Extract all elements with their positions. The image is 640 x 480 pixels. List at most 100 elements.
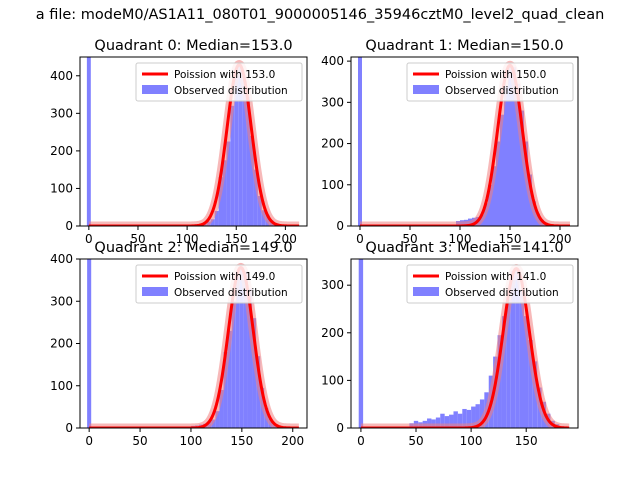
histogram-bar [211, 419, 216, 428]
subplot-quadrant-0: 0 50 100 150 200 0 100 200 300 400 Quadrant 0: Med… [50, 38, 308, 246]
histogram-bar [222, 160, 227, 226]
histogram-bar [242, 77, 247, 226]
y-tick-label: 100 [50, 379, 73, 393]
legend-swatch-bar [413, 287, 439, 296]
subplot-title: Quadrant 1: Median=150.0 [365, 38, 563, 54]
legend-swatch-bar [142, 85, 168, 94]
histogram-bar [219, 389, 224, 428]
legend-label-fit: Poission with 150.0 [445, 69, 546, 81]
y-tick-label: 300 [321, 95, 344, 109]
legend: Poission with 150.0 Observed distribution [406, 62, 574, 102]
histogram-bar [519, 289, 525, 428]
legend-box [406, 62, 574, 102]
x-tick-label: 100 [180, 434, 203, 448]
histogram-bar [508, 65, 512, 226]
x-tick-label: 150 [230, 434, 253, 448]
histogram-bar [250, 135, 254, 226]
histogram-bar [488, 184, 492, 226]
x-tick-label: 150 [499, 232, 522, 246]
legend-swatch-bar [142, 287, 168, 296]
histogram-bar [261, 210, 266, 226]
legend-label-observed: Observed distribution [174, 85, 288, 97]
y-tick-label: 0 [336, 421, 344, 435]
legend: Poission with 141.0 Observed distribution [406, 264, 574, 304]
histogram-bar [252, 318, 257, 428]
histogram-bar [528, 339, 533, 428]
histogram-bar [520, 110, 524, 226]
histogram-bar [214, 210, 219, 226]
histogram-bar [516, 83, 520, 226]
y-tick-label: 0 [336, 219, 344, 233]
x-tick-label: 50 [402, 232, 417, 246]
histogram-bar [512, 67, 516, 226]
legend: Poission with 149.0 Observed distribution [135, 264, 303, 304]
x-tick-label: 150 [225, 232, 248, 246]
histogram-bar [243, 271, 248, 428]
y-tick-label: 0 [65, 421, 73, 435]
histogram-bar [226, 141, 231, 226]
subplot-title: Quadrant 0: Median=153.0 [94, 38, 292, 54]
y-tick-label: 400 [321, 54, 344, 68]
histogram-bar [223, 351, 228, 428]
histogram-bar [230, 105, 235, 226]
x-tick-label: 50 [408, 434, 423, 448]
histogram-bar [457, 413, 463, 428]
histogram-bar [524, 316, 529, 428]
histogram-bar [501, 316, 507, 428]
axes-frame [350, 56, 579, 227]
x-tick-label: 50 [130, 232, 145, 246]
histogram-bar [449, 414, 454, 428]
y-tick-label: 0 [65, 219, 73, 233]
histogram-bar [453, 411, 458, 428]
histogram-bar [234, 75, 239, 226]
x-tick-label: 200 [274, 232, 297, 246]
histogram-bar [238, 64, 243, 226]
y-tick-label: 400 [50, 69, 73, 83]
y-tick-label: 300 [321, 278, 344, 292]
legend-label-fit: Poission with 149.0 [174, 271, 275, 283]
histogram-bar [239, 267, 244, 428]
histogram-bar [235, 275, 240, 428]
histogram-bar-spike [358, 259, 364, 428]
histogram-bar [479, 399, 485, 428]
subplot-grid: 0 50 100 150 200 0 100 200 300 400 Quadrant 0: Med… [50, 38, 579, 448]
histogram-bar [253, 169, 258, 226]
histogram-bar-spike [86, 57, 91, 226]
histogram-bar [231, 301, 236, 428]
legend-box [135, 264, 303, 304]
y-tick-label: 300 [50, 294, 73, 308]
subplot-quadrant-1: 0 50 100 150 200 0 100 200 300 400 Quadrant 1: Med… [321, 38, 579, 246]
legend-box [406, 264, 574, 304]
histogram-bar-spike [358, 57, 362, 226]
y-tick-label: 200 [50, 144, 73, 158]
histogram-bar [510, 270, 516, 428]
legend-swatch-bar [413, 85, 439, 94]
x-tick-label: 0 [356, 232, 364, 246]
y-tick-label: 200 [50, 337, 73, 351]
subplot-title: Quadrant 2: Median=149.0 [94, 240, 292, 256]
y-tick-label: 400 [50, 252, 73, 266]
plot-area [357, 259, 573, 428]
histogram-bar [466, 409, 472, 428]
y-tick-label: 200 [321, 137, 344, 151]
histogram-bar [257, 195, 262, 226]
x-tick-label: 0 [85, 434, 93, 448]
legend-label-fit: Poission with 141.0 [445, 271, 546, 283]
x-tick-label: 50 [132, 434, 147, 448]
legend-label-observed: Observed distribution [174, 287, 288, 299]
x-tick-label: 100 [449, 232, 472, 246]
histogram-bar [246, 96, 251, 226]
y-tick-label: 100 [50, 181, 73, 195]
histogram-bar [492, 166, 496, 226]
axes-frame [350, 258, 579, 429]
legend: Poission with 153.0 Observed distribution [135, 62, 303, 102]
x-tick-label: 100 [176, 232, 199, 246]
histogram-bar [462, 408, 467, 428]
x-tick-label: 200 [281, 434, 304, 448]
legend-label-observed: Observed distribution [445, 287, 559, 299]
subplot-title: Quadrant 3: Median=141.0 [365, 240, 563, 256]
axes-frame [79, 56, 308, 227]
histogram-bar [435, 417, 441, 428]
histogram-bar [218, 177, 223, 226]
